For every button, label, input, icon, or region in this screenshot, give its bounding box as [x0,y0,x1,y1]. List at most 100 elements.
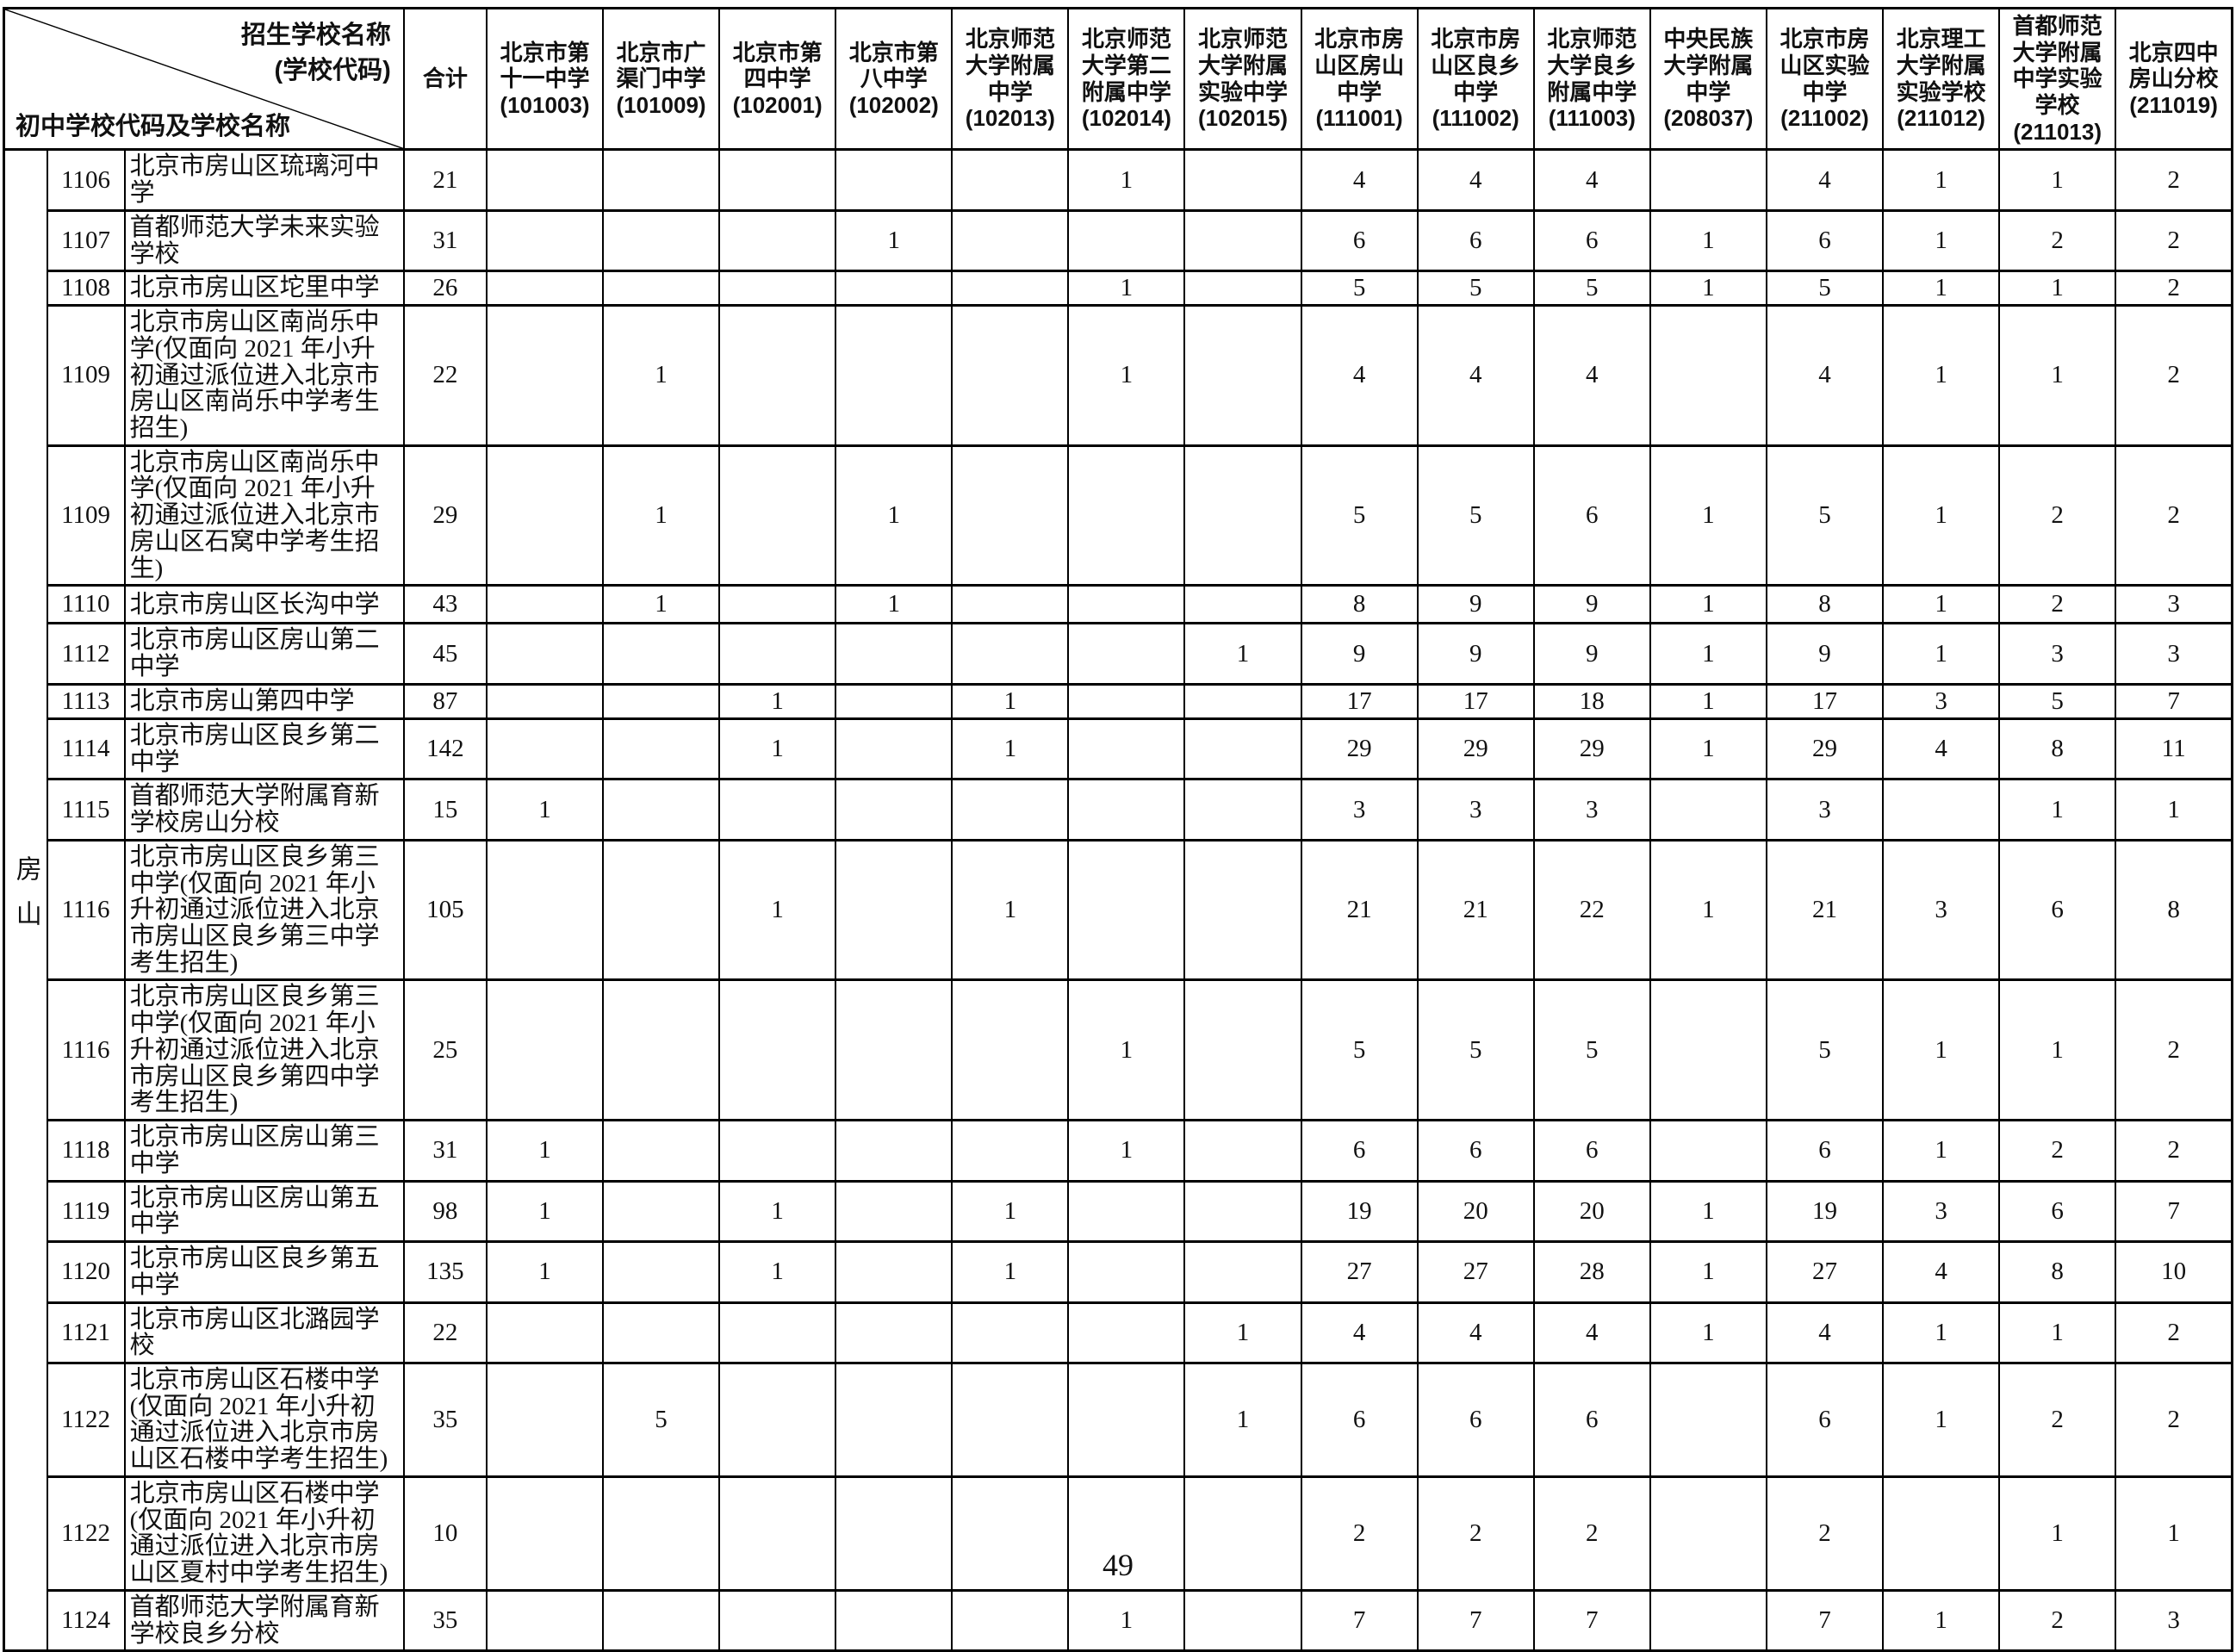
value-cell: 4 [1416,148,1535,212]
value-cell [1067,1362,1186,1478]
value-cell: 3 [1882,1179,2001,1244]
value-cell: 1 [1067,148,1186,212]
value-cell [835,838,953,982]
value-cell [485,1475,605,1592]
middle-school-code: 1110 [46,584,126,625]
middle-school-name: 首都师范大学附属育新学校房山分校 [123,778,405,842]
school-code: (111003) [1548,105,1636,132]
corner-top-right-label: 招生学校名称 (学校代码) [241,18,391,88]
value-cell: 6 [1300,1362,1419,1478]
value-cell [718,622,837,686]
value-cell: 1 [1882,978,2001,1122]
school-code: (211013) [2013,118,2102,145]
value-cell [601,622,721,686]
table-row: 1116 北京市房山区良乡第三中学(仅面向 2021 年小升初通过派位进入北京市房… [4,978,2233,1122]
value-cell: 27 [1765,1240,1885,1304]
value-cell [1183,208,1302,273]
middle-school-code: 1106 [46,148,126,212]
middle-school-name: 北京市房山区琉璃河中学 [123,148,405,212]
value-cell: 5 [1532,978,1651,1122]
value-cell: 5 [1300,444,1419,587]
value-cell [951,1475,1070,1592]
column-header-school: 北京四中房山分校 (211019) [2115,6,2233,152]
value-cell: 21 [1765,838,1885,982]
value-cell [601,838,721,982]
value-cell [1649,1588,1767,1652]
value-cell: 28 [1532,1240,1651,1304]
value-cell [718,270,837,307]
value-cell: 1 [951,1179,1070,1244]
total-cell: 29 [402,444,488,587]
value-cell [485,208,605,273]
middle-school-name: 北京市房山区良乡第五中学 [123,1240,405,1304]
value-cell [835,148,953,212]
value-cell: 6 [1416,1119,1535,1183]
value-cell: 1 [1649,1179,1767,1244]
value-cell [485,148,605,212]
value-cell: 6 [1998,838,2117,982]
table-row: 1122 北京市房山区石楼中学(仅面向 2021 年小升初通过派位进入北京市房山区… [4,1362,2233,1478]
value-cell: 1 [2115,778,2233,842]
school-code: (211002) [1780,105,1869,132]
value-cell [835,1362,953,1478]
value-cell: 2 [2115,1362,2233,1478]
value-cell: 29 [1416,717,1535,781]
value-cell [835,622,953,686]
middle-school-name: 北京市房山区坨里中学 [123,270,405,307]
value-cell: 2 [1998,208,2117,273]
column-header-school: 北京市房山区实验中学 (211002) [1765,6,1885,152]
value-cell: 1 [1183,1301,1302,1365]
value-cell: 6 [1416,1362,1535,1478]
value-cell: 1 [1882,622,2001,686]
value-cell: 8 [2115,838,2233,982]
school-name: 北京市房山区房山中学 [1314,26,1405,105]
value-cell [1067,838,1186,982]
value-cell: 1 [835,208,953,273]
value-cell: 1 [1649,444,1767,587]
value-cell: 1 [1998,1475,2117,1592]
middle-school-name: 首都师范大学未来实验学校 [123,208,405,273]
value-cell: 4 [1416,304,1535,447]
value-cell [1649,1119,1767,1183]
corner-label-line2: (学校代码) [274,56,391,84]
corner-diagonal-line [5,9,403,148]
value-cell: 2 [2115,1301,2233,1365]
value-cell [835,682,953,720]
value-cell: 1 [718,717,837,781]
value-cell: 1 [1882,444,2001,587]
value-cell: 7 [1532,1588,1651,1652]
value-cell: 1 [1998,778,2117,842]
value-cell [601,270,721,307]
column-header-school: 北京市房山区房山中学 (111001) [1300,6,1419,152]
value-cell: 2 [2115,148,2233,212]
value-cell: 1 [718,838,837,982]
value-cell [951,148,1070,212]
value-cell: 2 [2115,1119,2233,1183]
table-row: 1107 首都师范大学未来实验学校 31 1 6 6 6 1 6 1 2 2 [4,208,2233,273]
column-header-school: 中央民族大学附属中学 (208037) [1649,6,1767,152]
value-cell: 2 [2115,270,2233,307]
value-cell: 21 [1300,838,1419,982]
value-cell: 1 [1882,208,2001,273]
value-cell: 1 [951,838,1070,982]
school-name: 北京市房山区实验中学 [1779,26,1870,105]
school-name: 北京市广渠门中学 [616,39,706,92]
total-cell: 98 [402,1179,488,1244]
school-name: 北京市第四中学 [732,39,823,92]
value-cell: 5 [601,1362,721,1478]
value-cell: 1 [1067,1119,1186,1183]
value-cell: 2 [2115,304,2233,447]
column-header-school: 北京市第十一中学 (101003) [485,6,605,152]
total-cell: 35 [402,1588,488,1652]
value-cell: 8 [1998,717,2117,781]
value-cell [835,1588,953,1652]
value-cell: 1 [1649,838,1767,982]
middle-school-code: 1120 [46,1240,126,1304]
value-cell [718,978,837,1122]
column-header-school: 首都师范大学附属中学实验学校 (211013) [1998,6,2117,152]
value-cell [601,682,721,720]
value-cell: 27 [1416,1240,1535,1304]
value-cell: 1 [1882,270,2001,307]
value-cell: 2 [1416,1475,1535,1592]
value-cell [1649,148,1767,212]
